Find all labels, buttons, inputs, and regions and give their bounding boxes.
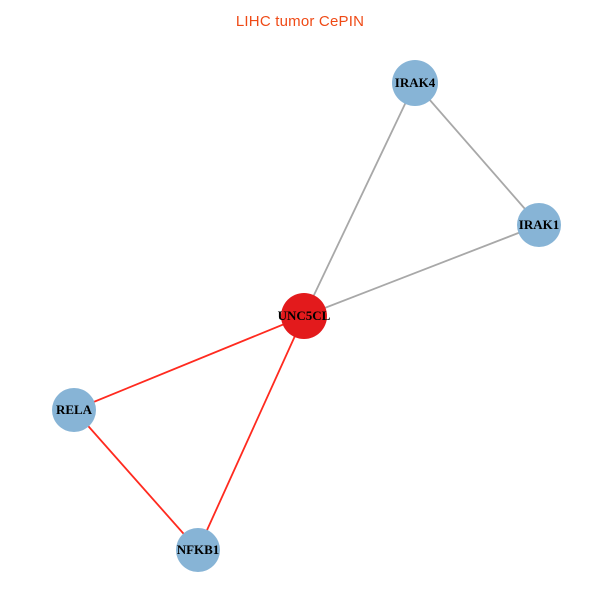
- figure-title: LIHC tumor CePIN: [235, 13, 365, 30]
- node-label-unc5cl: UNC5CL: [278, 308, 331, 323]
- node-rela[interactable]: RELA: [52, 388, 96, 432]
- node-unc5cl[interactable]: UNC5CL: [278, 293, 331, 339]
- node-label-irak4: IRAK4: [395, 75, 436, 90]
- node-nfkb1[interactable]: NFKB1: [176, 528, 220, 572]
- edge-unc5cl-nfkb1[interactable]: [197, 315, 305, 551]
- edge-irak4-irak1[interactable]: [414, 82, 540, 226]
- edge-rela-nfkb1[interactable]: [73, 409, 199, 551]
- edges-group: [73, 82, 540, 551]
- node-label-irak1: IRAK1: [519, 217, 559, 232]
- node-circle-nfkb1[interactable]: [176, 528, 220, 572]
- node-irak1[interactable]: IRAK1: [517, 203, 561, 247]
- node-label-nfkb1: NFKB1: [177, 542, 220, 557]
- node-circle-unc5cl[interactable]: [281, 293, 327, 339]
- node-circle-rela[interactable]: [52, 388, 96, 432]
- edge-unc5cl-irak4[interactable]: [303, 82, 416, 317]
- node-irak4[interactable]: IRAK4: [392, 60, 438, 106]
- node-circle-irak4[interactable]: [392, 60, 438, 106]
- edge-unc5cl-rela[interactable]: [73, 315, 305, 411]
- node-circle-irak1[interactable]: [517, 203, 561, 247]
- edge-unc5cl-irak1[interactable]: [303, 224, 540, 317]
- nodes-group: IRAK4 IRAK1 UNC5CL RELA NFKB1: [52, 60, 561, 572]
- node-label-rela: RELA: [56, 402, 93, 417]
